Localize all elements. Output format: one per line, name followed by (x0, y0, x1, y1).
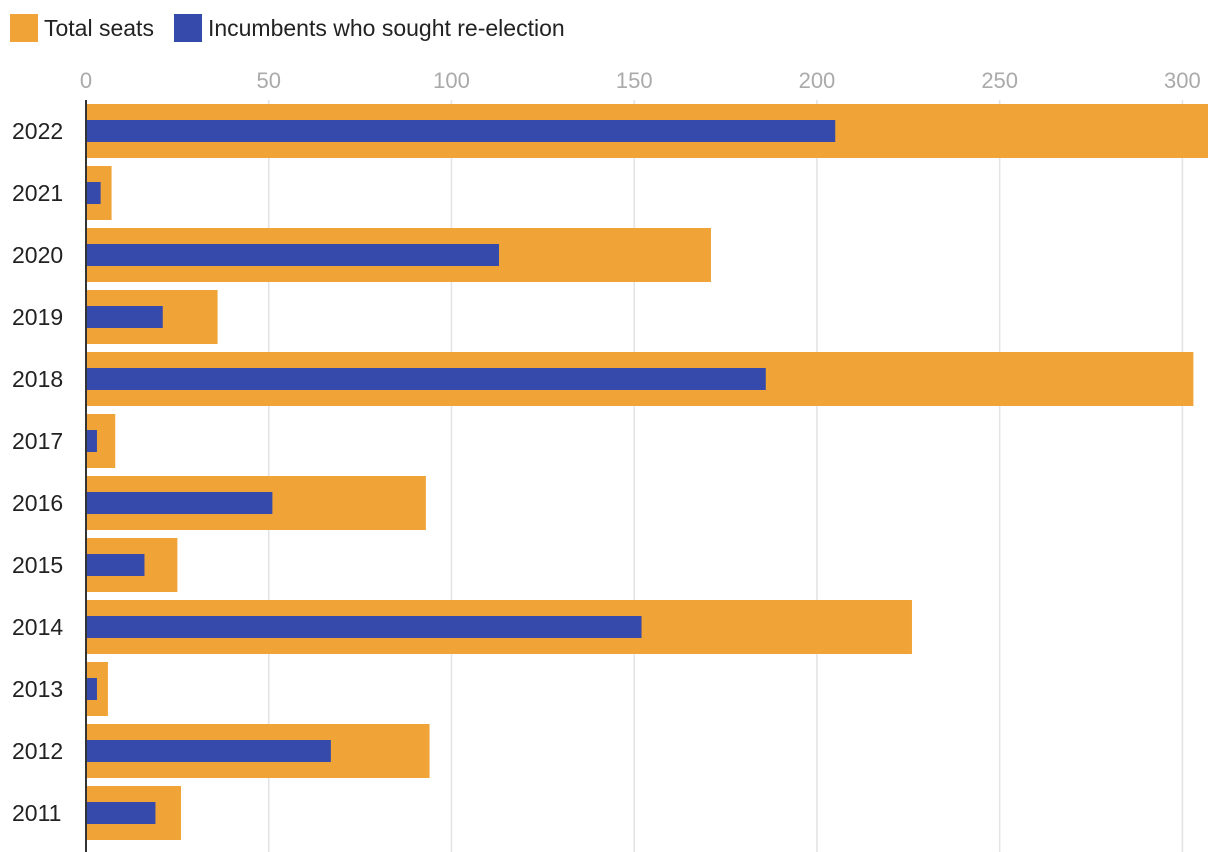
x-tick-label-50: 50 (256, 68, 280, 93)
y-category-label-2022: 2022 (12, 118, 63, 144)
bar-incumbents-2013 (86, 678, 97, 700)
y-category-label-2012: 2012 (12, 738, 63, 764)
x-tick-label-150: 150 (616, 68, 653, 93)
x-tick-label-250: 250 (981, 68, 1018, 93)
y-category-label-2020: 2020 (12, 242, 63, 268)
legend-swatch-incumbents (173, 14, 202, 42)
bar-incumbents-2015 (86, 554, 145, 576)
bar-incumbents-2017 (86, 430, 97, 452)
bar-incumbents-2018 (86, 368, 766, 390)
legend-swatch-total-seats (10, 14, 38, 42)
y-category-label-2011: 2011 (12, 800, 61, 826)
y-category-label-2021: 2021 (12, 180, 63, 206)
bar-incumbents-2011 (86, 802, 156, 824)
y-category-label-2019: 2019 (12, 304, 63, 330)
y-category-label-2016: 2016 (12, 490, 63, 516)
y-category-label-2017: 2017 (12, 428, 63, 454)
legend-item-incumbents: Incumbents who sought re-election (173, 14, 565, 42)
bar-incumbents-2021 (86, 182, 101, 204)
bar-incumbents-2019 (86, 306, 163, 328)
y-category-label-2014: 2014 (12, 614, 63, 640)
x-tick-label-0: 0 (80, 68, 92, 93)
y-category-label-2013: 2013 (12, 676, 63, 702)
x-tick-label-300: 300 (1164, 68, 1201, 93)
legend-label-total-seats: Total seats (44, 14, 154, 41)
legend-item-total-seats: Total seats (10, 14, 154, 42)
bar-incumbents-2012 (86, 740, 331, 762)
y-category-label-2015: 2015 (12, 552, 63, 578)
bar-incumbents-2022 (86, 120, 836, 142)
bar-incumbents-2020 (86, 244, 499, 266)
legend: Total seats Incumbents who sought re-ele… (10, 12, 585, 44)
bar-incumbents-2014 (86, 616, 642, 638)
x-tick-label-100: 100 (433, 68, 470, 93)
y-category-label-2018: 2018 (12, 366, 63, 392)
bar-incumbents-2016 (86, 492, 273, 514)
legend-label-incumbents: Incumbents who sought re-election (207, 14, 565, 41)
x-tick-label-200: 200 (799, 68, 836, 93)
